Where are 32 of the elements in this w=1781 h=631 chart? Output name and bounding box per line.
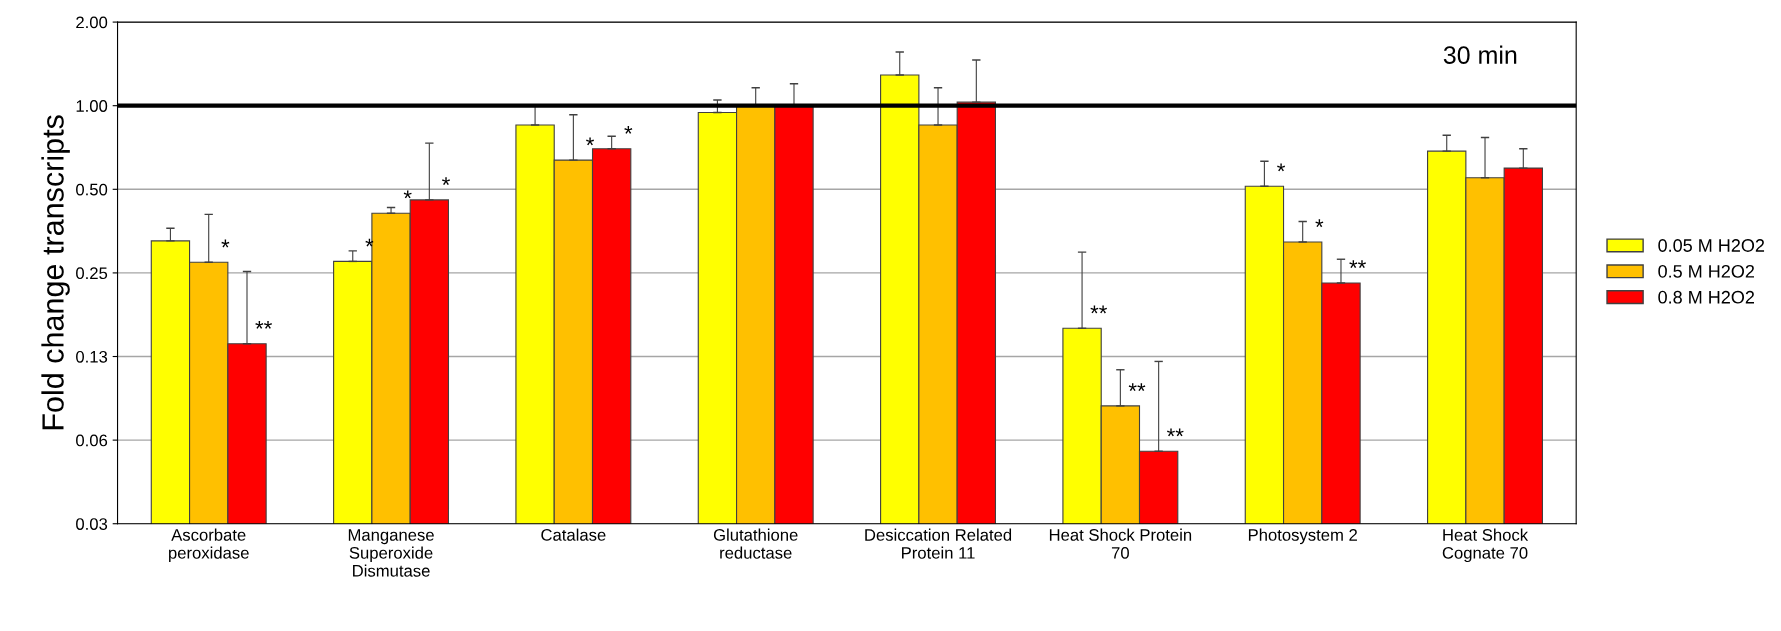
data-label: * [624, 126, 633, 134]
x-tick-label: Heat Shock Protein 70 [1049, 528, 1192, 559]
data-label: ** [1349, 260, 1366, 269]
y-tick-label: 0.25 [76, 267, 108, 280]
data-label: ** [1167, 428, 1184, 437]
y-tick-label: 1.00 [76, 100, 108, 112]
y-tick-label: 0.03 [76, 518, 108, 530]
x-tick-label: Glutathione reductase [713, 528, 798, 559]
data-label: * [1277, 163, 1286, 172]
legend-label: 0.05 M H2O2 [1658, 239, 1765, 252]
y-tick-label: 0.50 [76, 183, 108, 196]
y-axis-title: Fold change transcripts [41, 115, 70, 430]
data-label: * [403, 190, 412, 199]
x-tick-label: Ascorbate peroxidase [169, 528, 249, 563]
x-tick-label: Desiccation Related Protein 11 [865, 528, 1012, 559]
y-tick-label: 0.06 [76, 434, 108, 447]
x-tick-label: Manganese Superoxide Dismutase [348, 529, 434, 577]
annotation: 30 min [1443, 45, 1517, 64]
data-label: ** [1128, 383, 1146, 392]
legend-label: 0.8 M H2O2 [1658, 290, 1755, 304]
x-tick-label: Photosystem 2 [1248, 528, 1357, 545]
y-tick-label: 2.00 [76, 16, 108, 29]
data-label: * [221, 239, 230, 248]
data-label: ** [1090, 305, 1108, 314]
data-label: ** [255, 321, 272, 329]
data-label: * [442, 177, 450, 186]
x-tick-label: Catalase [541, 528, 606, 541]
y-tick-label: 0.13 [76, 350, 108, 363]
data-label: * [1315, 219, 1324, 228]
x-tick-label: Heat Shock Cognate 70 [1442, 528, 1529, 563]
legend-label: 0.5 M H2O2 [1658, 264, 1755, 278]
data-label: * [586, 137, 595, 146]
